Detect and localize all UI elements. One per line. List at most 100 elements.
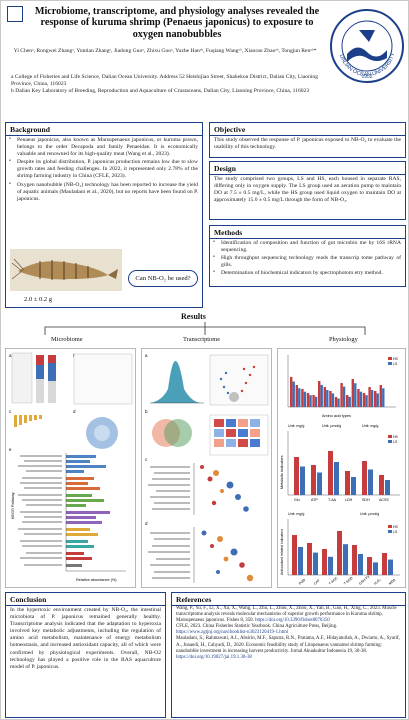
aa-bar-hs (340, 383, 343, 407)
antioxidant-bar-ls (388, 559, 393, 575)
metabolic-category-label: ACSS (379, 498, 389, 502)
phys-metabolic-labels: Glu ATP T-AA LDH SDH ACSS (294, 498, 389, 502)
objective-panel: Objective This study observed the respon… (209, 122, 406, 158)
corner-logo-icon (7, 6, 23, 22)
trans-bubble-plot (193, 463, 249, 515)
microbiome-plots: a b c d e KEGG Pathway (9, 352, 133, 582)
aa-bar-hs (295, 385, 298, 407)
legend-ls-2: LS (393, 440, 398, 444)
phys-antioxidant-labels: POD CAT T-AOC T-SOD GSH-Px H₂O₂ MDA (298, 575, 397, 586)
reference-item: CFLE, 2023. China Fisheries Statistic Ye… (172, 624, 405, 636)
micro-stacked-bars (36, 355, 56, 403)
legend-hs: HS (393, 357, 399, 361)
aa-bar-ls (376, 393, 379, 407)
aa-bar-ls (365, 395, 368, 407)
design-text: The study comprised two groups, LS and H… (214, 176, 401, 204)
transcriptome-plots: a b (145, 353, 269, 583)
methods-item: Determination of biochemical indicators … (210, 269, 405, 277)
aa-bar-hs (379, 385, 382, 407)
background-title: Background (6, 123, 202, 136)
trans-panel-d: d (145, 521, 148, 526)
antioxidant-bar-ls (313, 552, 318, 575)
legend-hs-2: HS (393, 435, 399, 439)
affiliation-a: a College of Fisheries and Life Science,… (11, 74, 319, 88)
reference-text: Wang, P., Yu, F., Li, X., Xu, X., Wang, … (176, 606, 397, 624)
references-panel: References Wang, P., Yu, F., Li, X., Xu,… (171, 592, 406, 718)
phys-unit-4: Unit: mg/g (288, 512, 304, 516)
metabolic-bar-ls (334, 462, 339, 495)
reference-item: Mauladani, S., Rahmawati, A.I., Absirin,… (172, 636, 405, 660)
antioxidant-bar-hs (322, 549, 327, 575)
metabolic-category-label: SDH (362, 498, 370, 502)
antioxidant-bar-hs (337, 531, 342, 575)
trans-bubble-plot-2 (193, 527, 254, 583)
trans-heatmap (209, 414, 269, 456)
methods-item: Identification of composition and functi… (210, 239, 405, 254)
question-bubble: Can NB-O₂ be used? (128, 270, 198, 287)
antioxidant-category-label: T-AOC (328, 576, 339, 586)
legend-ls-3: LS (393, 530, 398, 534)
conclusion-title: Conclusion (6, 593, 165, 606)
aa-bar-ls (370, 390, 374, 407)
physiology-label: Physiology (329, 336, 358, 343)
metabolic-bar-ls (368, 469, 373, 495)
legend-ls: LS (393, 362, 398, 366)
aa-bar-hs (290, 377, 293, 407)
metabolic-bar-hs (294, 457, 299, 495)
micro-legend-box (11, 352, 33, 404)
transcriptome-figure: a b (141, 348, 272, 588)
aa-bar-ls (309, 395, 312, 407)
aa-bar-ls (331, 393, 335, 407)
trans-term-labels-2 (148, 532, 190, 579)
aa-bar-hs (323, 387, 326, 407)
microbiome-label: Microbiome (51, 336, 83, 343)
reference-text: Mauladani, S., Rahmawati, A.I., Absirin,… (176, 636, 400, 654)
aa-bar-ls (303, 391, 307, 407)
legend-hs-3: HS (393, 525, 399, 529)
conclusion-text: In the hypertoxic environment created by… (10, 607, 161, 670)
phys-aa-bars (290, 377, 385, 407)
micro-kegg-bars (66, 455, 110, 567)
micro-panel-e: e (9, 447, 12, 452)
aa-bar-hs (374, 391, 377, 407)
aa-bar-ls (326, 390, 329, 407)
reference-link[interactable]: https://doi.org/10.3390/fishes8070350 (255, 618, 330, 624)
phys-unit-3: Unit: mg/g (362, 424, 378, 428)
aa-bar-ls (314, 396, 318, 407)
logo-year: 1952 (361, 74, 372, 80)
aa-bar-hs (318, 381, 321, 407)
physiology-figure: HS LS Amino acid types Unit: mg/g Unit: … (277, 348, 406, 588)
results-bracket (44, 322, 366, 335)
metabolic-category-label: T-AA (328, 498, 337, 502)
aa-bar-ls (354, 383, 357, 407)
microbiome-figure: a b c d e KEGG Pathway (5, 348, 136, 588)
references-title: References (172, 593, 405, 606)
metabolic-bar-ls (317, 472, 322, 495)
antioxidant-bar-ls (358, 554, 363, 575)
aa-bar-hs (351, 379, 354, 407)
trans-density-plot (150, 360, 204, 404)
micro-pathway-axis: KEGG Pathway (11, 492, 15, 519)
micro-lefse-bars (14, 415, 42, 427)
metabolic-bar-hs (379, 475, 384, 495)
aa-bar-hs (368, 387, 371, 407)
metabolic-bar-hs (345, 471, 350, 495)
antioxidant-bar-ls (328, 556, 333, 575)
poster-header: Microbiome, transcriptome, and physiolog… (5, 4, 406, 116)
phys-aa-legend: HS LS (388, 357, 399, 366)
affiliations: a College of Fisheries and Life Science,… (11, 74, 327, 95)
background-item: Penaeus japonicus, also known as Marsupe… (6, 136, 202, 158)
phys-metabolic-ylabel: Metabolic indicators (280, 455, 284, 489)
reference-link[interactable]: https://doi.org/10.19027/jai.19.1.30-38 (176, 654, 252, 660)
phys-bot-legend: HS LS (388, 525, 399, 534)
antioxidant-bar-hs (292, 535, 297, 575)
trans-venn-diagram (152, 419, 192, 447)
reference-link[interactable]: https://www.zgtjnj.org/navibooklist-n302… (176, 630, 289, 636)
shrimp-photo (10, 249, 122, 291)
objective-title: Objective (210, 123, 405, 136)
metabolic-bar-ls (385, 480, 390, 495)
trans-term-labels (148, 466, 190, 510)
trans-panel-c: c (145, 457, 148, 462)
aa-bar-ls (359, 391, 363, 407)
